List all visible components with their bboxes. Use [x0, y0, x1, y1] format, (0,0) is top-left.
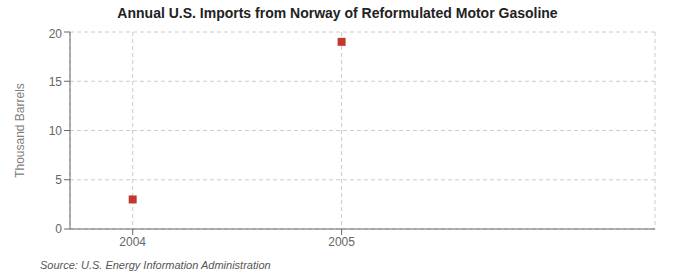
html-text:Source: U.S. Energy Informatio: Source: U.S. Energy Information Administ… [40, 259, 271, 271]
svg-text:0: 0 [55, 222, 62, 236]
svg-text:2004: 2004 [119, 235, 146, 249]
svg-text:15: 15 [49, 75, 63, 89]
svg-text:10: 10 [49, 124, 63, 138]
svg-text:20: 20 [49, 27, 63, 41]
html-text:Annual U.S. Imports from Norwa: Annual U.S. Imports from Norway of Refor… [117, 5, 558, 21]
svg-text:Thousand Barrels: Thousand Barrels [13, 83, 27, 178]
svg-text:5: 5 [55, 173, 62, 187]
svg-text:2005: 2005 [328, 235, 355, 249]
